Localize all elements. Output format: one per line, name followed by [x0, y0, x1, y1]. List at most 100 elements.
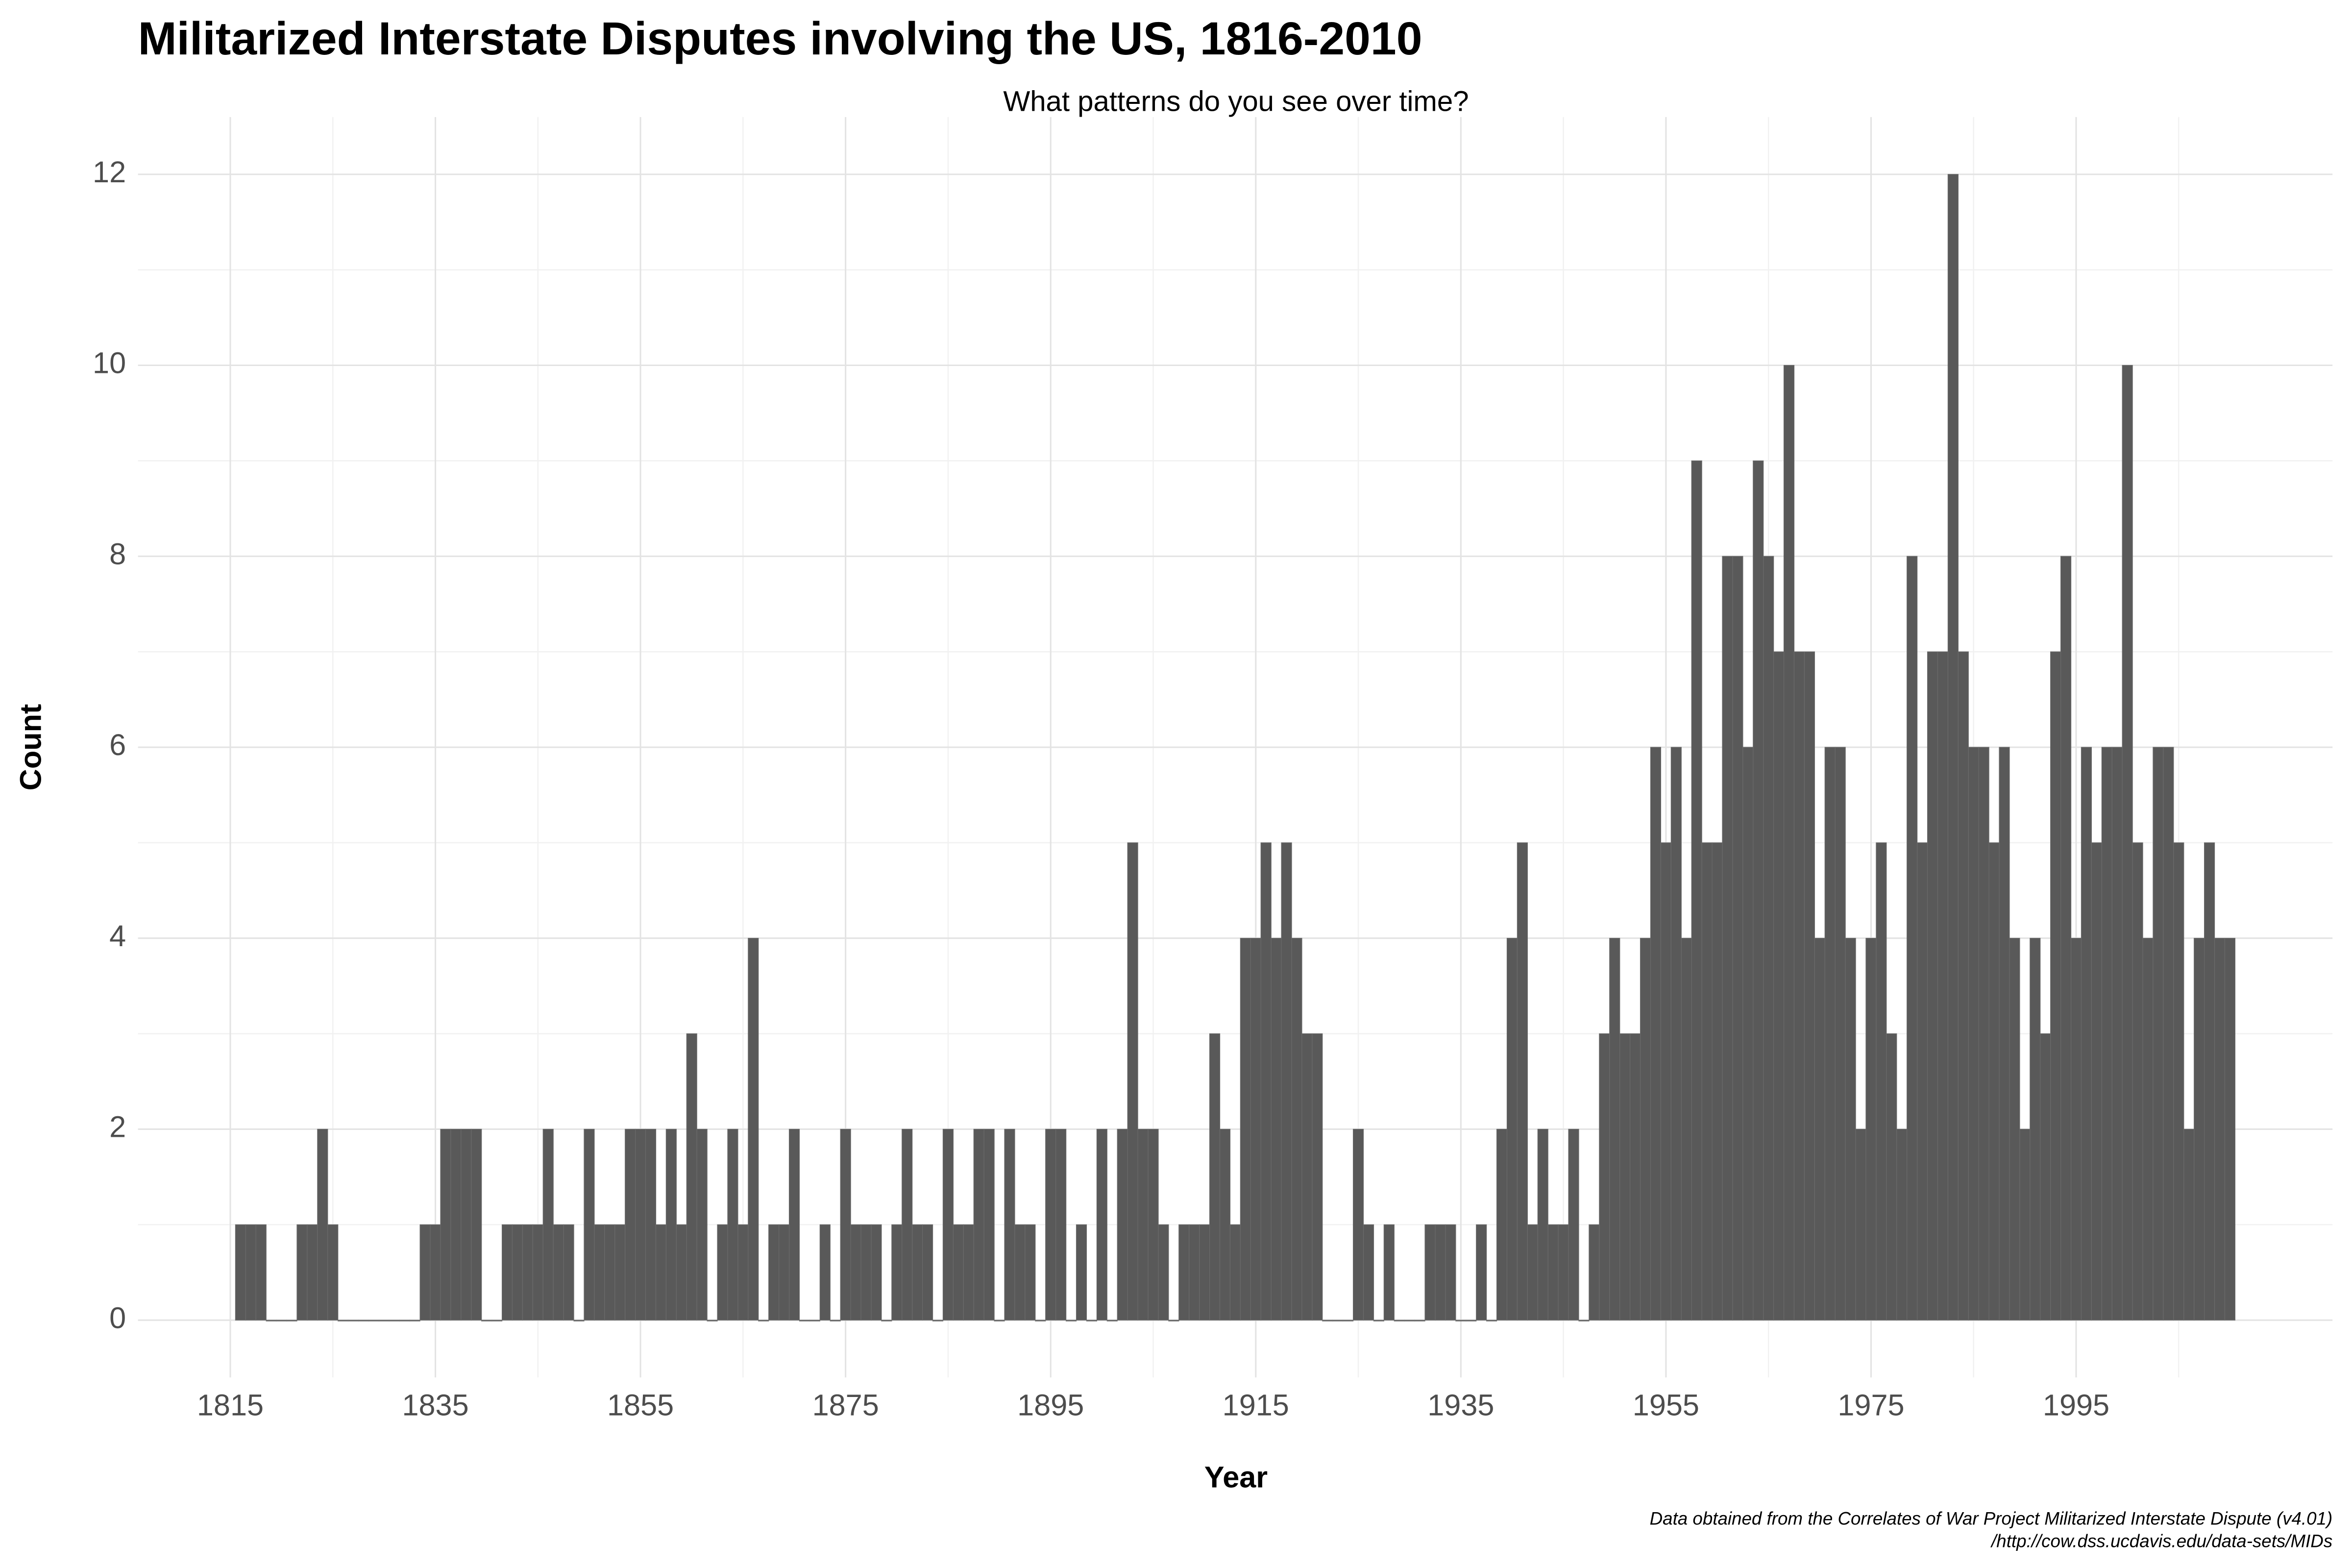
bar: [1701, 842, 1713, 1321]
bar: [994, 1320, 1005, 1322]
bar: [2030, 938, 2041, 1321]
bar: [2142, 938, 2154, 1321]
bar: [2153, 747, 2164, 1321]
bar: [676, 1224, 687, 1321]
bar: [286, 1320, 297, 1322]
bar: [1537, 1128, 1548, 1321]
bar: [2101, 747, 2112, 1321]
bar: [1199, 1224, 1210, 1321]
bar: [1466, 1320, 1477, 1322]
x-axis-label: Year: [1204, 1460, 1268, 1494]
bar: [850, 1224, 861, 1321]
bar: [891, 1224, 903, 1321]
bar: [2204, 842, 2215, 1321]
bar: [1783, 365, 1795, 1321]
bar: [1742, 747, 1754, 1321]
bar: [707, 1320, 718, 1322]
bar: [1332, 1320, 1344, 1322]
bar: [1312, 1033, 1323, 1321]
bar: [2214, 938, 2226, 1321]
bar: [1650, 747, 1662, 1321]
bar: [1445, 1224, 1456, 1321]
bar: [1640, 938, 1651, 1321]
bar: [573, 1320, 585, 1322]
x-tick-label: 1995: [2043, 1389, 2109, 1422]
x-tick-label: 1835: [402, 1389, 468, 1422]
bar: [942, 1128, 954, 1321]
bar: [1527, 1224, 1538, 1321]
bar: [1486, 1320, 1497, 1322]
bar: [1845, 938, 1856, 1321]
bar: [1753, 460, 1764, 1321]
bar: [1424, 1224, 1436, 1321]
bar: [1065, 1320, 1077, 1322]
bar: [1158, 1224, 1169, 1321]
bar: [1793, 651, 1805, 1321]
bar: [1271, 938, 1282, 1321]
bar: [645, 1128, 657, 1321]
bar: [2009, 938, 2020, 1321]
bar: [1137, 1128, 1149, 1321]
bar: [1045, 1128, 1056, 1321]
bar: [368, 1320, 380, 1322]
bar: [1927, 651, 1938, 1321]
bar: [461, 1128, 472, 1321]
bar: [1322, 1320, 1333, 1322]
bar: [1547, 1224, 1559, 1321]
bar: [235, 1224, 246, 1321]
bar: [1824, 747, 1836, 1321]
bar: [542, 1128, 554, 1321]
bar: [378, 1320, 390, 1322]
bar: [963, 1224, 974, 1321]
y-tick-label: 2: [109, 1110, 126, 1144]
bar: [922, 1224, 933, 1321]
bar: [2122, 365, 2133, 1321]
bar: [594, 1224, 605, 1321]
bar: [1281, 842, 1292, 1321]
bar: [1712, 842, 1723, 1321]
bar: [266, 1320, 277, 1322]
bar: [1496, 1128, 1508, 1321]
bar: [973, 1128, 984, 1321]
bar: [245, 1224, 256, 1321]
bar: [779, 1224, 790, 1321]
bar: [1670, 747, 1682, 1321]
bar: [1886, 1033, 1897, 1321]
bar: [2224, 938, 2236, 1321]
bar: [1363, 1224, 1374, 1321]
bar: [2163, 747, 2174, 1321]
bar: [871, 1224, 882, 1321]
bar: [1455, 1320, 1467, 1322]
bar: [2111, 747, 2123, 1321]
bar: [768, 1224, 780, 1321]
chart-title: Militarized Interstate Disputes involvin…: [138, 13, 1422, 65]
bar: [430, 1224, 441, 1321]
bar: [1958, 651, 1969, 1321]
bar: [635, 1128, 646, 1321]
bar: [1260, 842, 1272, 1321]
bar: [1435, 1224, 1446, 1321]
bar: [1660, 842, 1671, 1321]
bar: [1240, 938, 1251, 1321]
bar: [983, 1128, 995, 1321]
bar: [1968, 747, 1979, 1321]
bar: [440, 1128, 451, 1321]
bar: [1763, 556, 1774, 1321]
bar: [1076, 1224, 1087, 1321]
bar: [2070, 938, 2082, 1321]
bar: [665, 1128, 677, 1321]
bar: [450, 1128, 462, 1321]
bar: [1209, 1033, 1221, 1321]
bar: [1917, 842, 1928, 1321]
bar: [840, 1128, 851, 1321]
bar: [553, 1224, 564, 1321]
bar: [532, 1224, 543, 1321]
bar: [501, 1224, 513, 1321]
bar: [614, 1224, 626, 1321]
bar: [389, 1320, 400, 1322]
bar: [1301, 1033, 1313, 1321]
bar: [2019, 1128, 2031, 1321]
bar: [830, 1320, 841, 1322]
bar: [2173, 842, 2184, 1321]
